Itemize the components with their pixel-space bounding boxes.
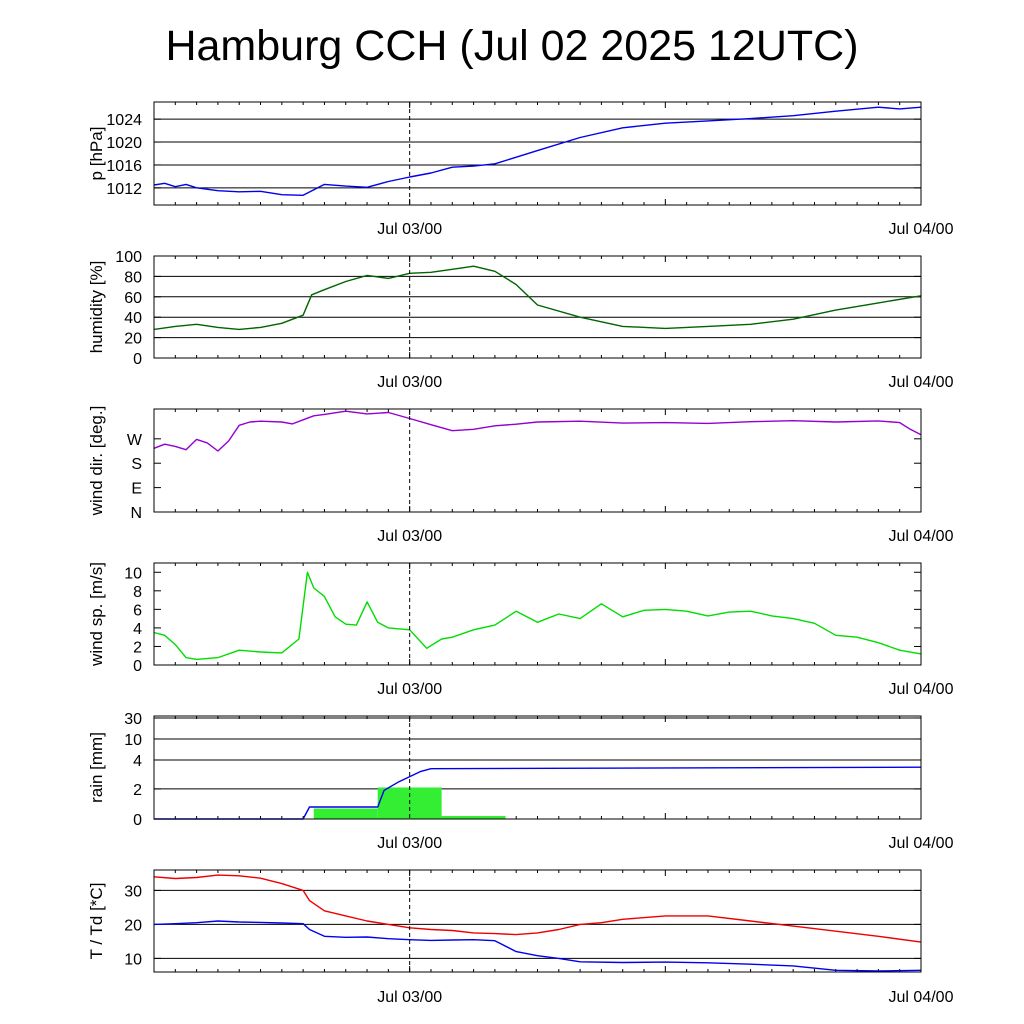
y-tick-label: 30 — [124, 711, 142, 728]
x-tick-label: Jul 04/00 — [889, 374, 954, 391]
y-tick-label: 2 — [133, 639, 142, 656]
y-tick-label: 1020 — [106, 135, 142, 152]
y-tick-label: 0 — [133, 812, 142, 829]
y-tick-label: 80 — [124, 269, 142, 286]
panel-humidity: 0 20 40 60 80 100 Jul 03/00 Jul 04/00 humidity [… — [87, 249, 954, 391]
plot-frame — [153, 715, 922, 820]
y-tick-label: W — [127, 432, 143, 449]
x-tick-label: Jul 03/00 — [377, 221, 442, 238]
y-tick-label: 1012 — [106, 181, 142, 198]
y-tick-label: N — [130, 505, 142, 522]
y-tick-label: 2 — [133, 782, 142, 799]
panel-wind-speed: 0 24 68 10 Jul 03/00 Jul 04/00 wind sp. [m/s] — [87, 562, 954, 698]
y-tick-label: 10 — [124, 732, 142, 749]
plot-frame — [153, 255, 922, 359]
y-tick-label: 20 — [124, 331, 142, 348]
y-axis-label: wind dir. [deg.] — [87, 406, 106, 517]
plot-frame — [153, 869, 922, 973]
series-line-1 — [153, 920, 922, 972]
y-tick-label: E — [131, 481, 142, 498]
x-tick-label: Jul 03/00 — [377, 528, 442, 545]
chart-title: Hamburg CCH (Jul 02 2025 12UTC) — [165, 22, 859, 70]
y-tick-label: 100 — [115, 249, 142, 266]
y-tick-label: 4 — [133, 621, 142, 638]
y-tick-label: 0 — [133, 351, 142, 368]
y-tick-label: 6 — [133, 602, 142, 619]
rain-bar — [441, 815, 506, 819]
y-tick-label: 40 — [124, 310, 142, 327]
rain-bar — [313, 808, 378, 819]
y-axis-label: humidity [%] — [87, 261, 106, 354]
x-tick-label: Jul 03/00 — [377, 835, 442, 852]
x-tick-label: Jul 03/00 — [377, 681, 442, 698]
plot-frame — [153, 562, 922, 666]
panel-rain: 0 2 4 10 30 Jul 03/00 Jul 04/00 rain [mm] — [87, 711, 954, 852]
series-line-0 — [153, 571, 922, 661]
y-axis-label: p [hPa] — [87, 127, 106, 181]
series-line-0 — [154, 766, 922, 820]
plot-frame — [153, 408, 922, 513]
y-tick-label: 30 — [124, 883, 142, 900]
y-tick-label: 10 — [124, 951, 142, 968]
y-tick-label: 1024 — [106, 112, 142, 129]
y-axis-label: rain [mm] — [87, 732, 106, 803]
y-tick-label: 1016 — [106, 158, 142, 175]
series-line-0 — [153, 265, 922, 331]
series-line-0 — [153, 106, 922, 196]
y-axis-label: wind sp. [m/s] — [87, 562, 106, 667]
y-tick-label: 4 — [133, 753, 142, 770]
x-tick-label: Jul 03/00 — [377, 374, 442, 391]
x-tick-label: Jul 04/00 — [889, 989, 954, 1006]
y-tick-label: 20 — [124, 917, 142, 934]
y-axis-label: T / Td [*C] — [87, 883, 106, 960]
panel-pressure: 1012 1016 1020 1024 Jul 03/00 Jul 04/00 p [hPa… — [87, 101, 954, 238]
x-tick-label: Jul 04/00 — [889, 221, 954, 238]
y-tick-label: 10 — [124, 565, 142, 582]
series-line-0 — [153, 874, 922, 943]
y-tick-label: 0 — [133, 658, 142, 675]
y-tick-label: S — [131, 456, 142, 473]
x-tick-label: Jul 04/00 — [889, 835, 954, 852]
series-line-0 — [153, 410, 922, 452]
y-tick-label: 8 — [133, 584, 142, 601]
x-tick-label: Jul 03/00 — [377, 989, 442, 1006]
x-tick-label: Jul 04/00 — [889, 681, 954, 698]
x-tick-label: Jul 04/00 — [889, 528, 954, 545]
panel-temperature: 10 20 30 Jul 03/00 Jul 04/00 T / Td [*C] — [87, 869, 954, 1006]
y-tick-label: 60 — [124, 290, 142, 307]
plot-frame — [153, 101, 922, 206]
